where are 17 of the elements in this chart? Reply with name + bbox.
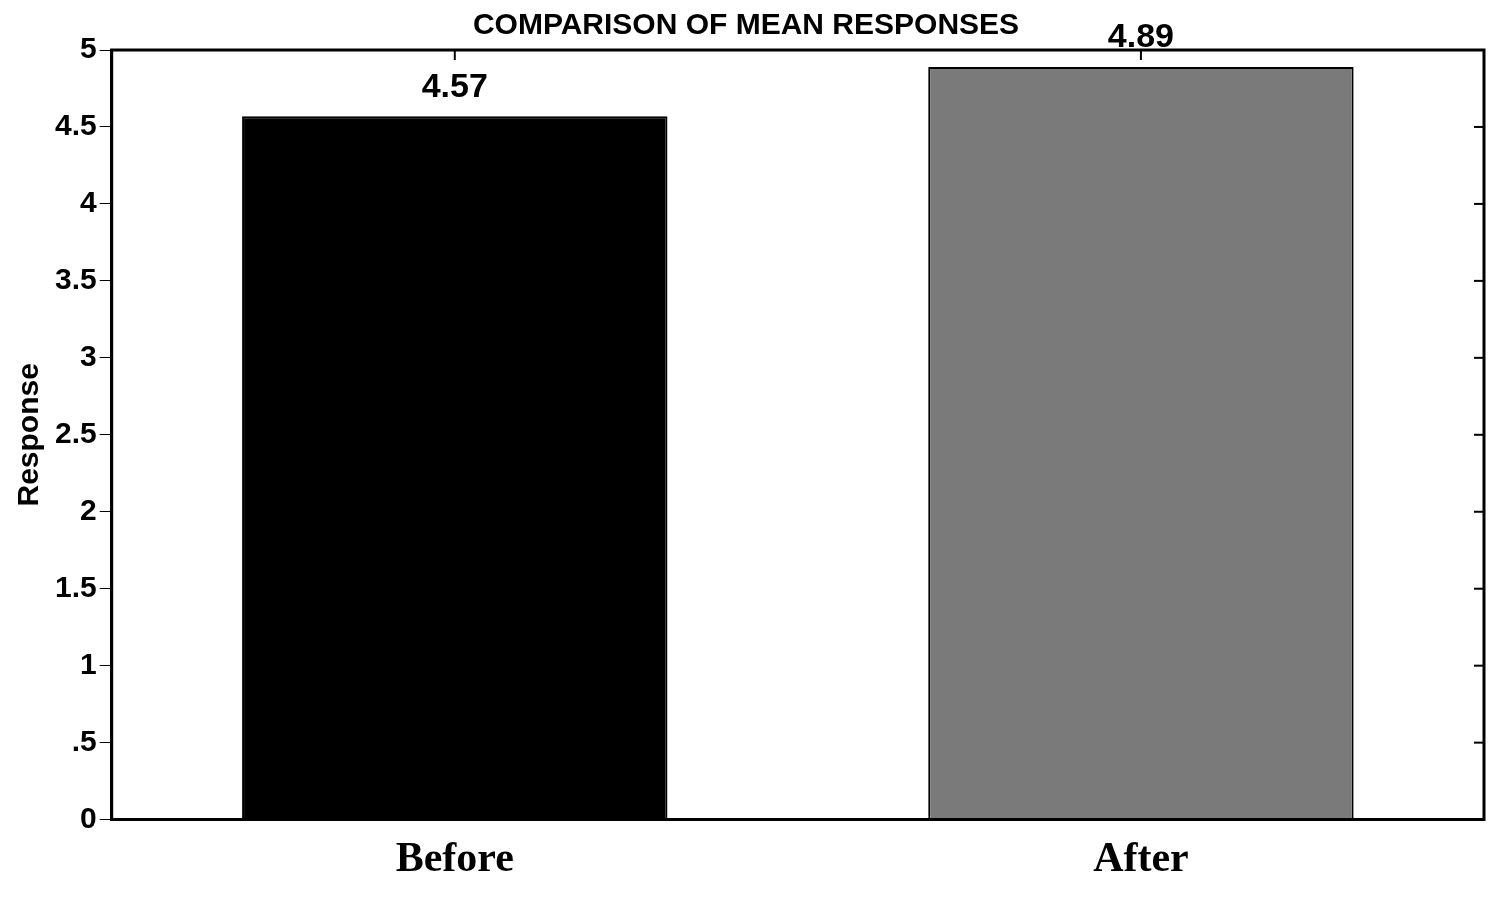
y-tick-label: 3 bbox=[80, 339, 97, 373]
chart-title: COMPARISON OF MEAN RESPONSES bbox=[472, 7, 1020, 41]
y-tick-label: 1.5 bbox=[54, 569, 97, 603]
y-tick-label: .5 bbox=[71, 723, 97, 757]
y-tick-label: 4.5 bbox=[54, 108, 97, 142]
y-axis-title: Response bbox=[11, 363, 45, 507]
y-tick-label: 5 bbox=[80, 31, 97, 65]
y-tick-label: 3.5 bbox=[54, 262, 97, 296]
y-tick-label: 2 bbox=[80, 493, 97, 527]
y-tick-label: 0 bbox=[80, 800, 97, 834]
y-tick-label: 4 bbox=[80, 185, 98, 219]
y-tick-label: 1 bbox=[80, 646, 97, 680]
x-tick-label: Before bbox=[395, 833, 514, 880]
data-label: 4.89 bbox=[1107, 16, 1175, 55]
x-tick-label: After bbox=[1093, 833, 1189, 880]
y-tick-label: 2.5 bbox=[54, 416, 97, 450]
data-label: 4.57 bbox=[421, 65, 488, 104]
